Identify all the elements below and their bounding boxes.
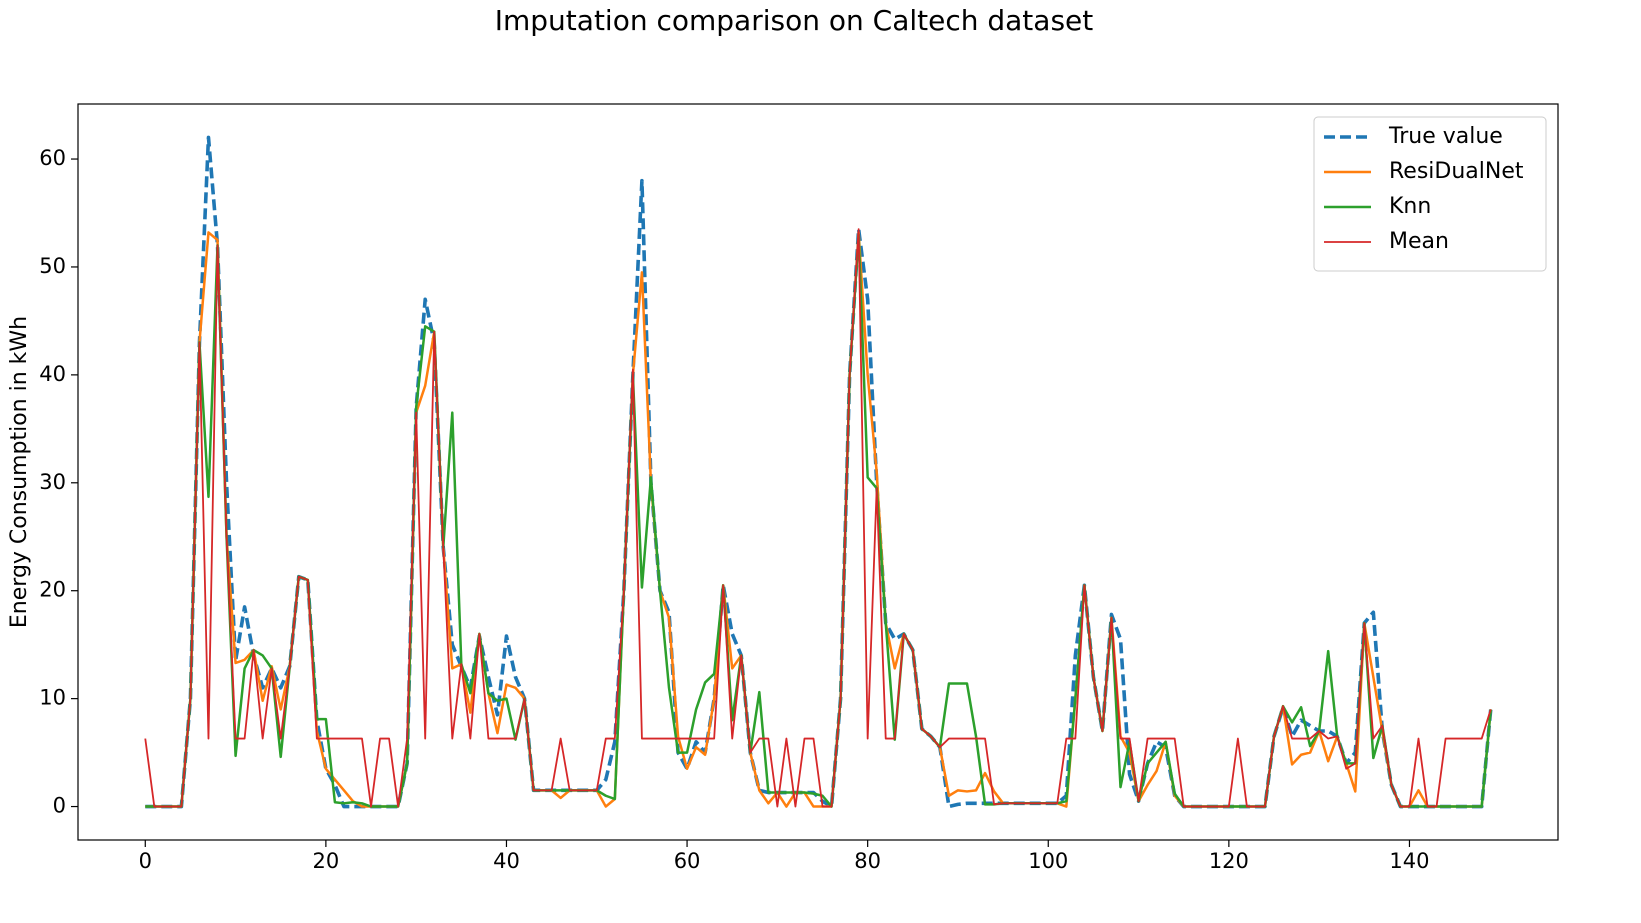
legend-label: Mean bbox=[1389, 229, 1449, 254]
y-axis-label: Energy Consumption in kWh bbox=[7, 316, 32, 628]
series-line bbox=[144, 228, 1492, 808]
chart-title: Imputation comparison on Caltech dataset bbox=[495, 4, 1094, 37]
legend-box bbox=[1313, 116, 1547, 272]
series-line bbox=[145, 231, 1492, 808]
y-tick-label: 20 bbox=[39, 578, 66, 602]
x-tick-label: 20 bbox=[313, 849, 340, 873]
x-tick-label: 100 bbox=[1028, 849, 1068, 873]
x-tick-label: 80 bbox=[854, 849, 881, 873]
plot-frame bbox=[77, 103, 1559, 841]
x-tick-label: 40 bbox=[493, 849, 520, 873]
y-tick-label: 40 bbox=[39, 362, 66, 386]
y-tick-label: 10 bbox=[39, 686, 66, 710]
legend-label: ResiDualNet bbox=[1389, 159, 1524, 184]
legend: True value ResiDualNet Knn Mean bbox=[1313, 116, 1547, 272]
y-tick-label: 50 bbox=[39, 254, 66, 278]
legend-label: True value bbox=[1388, 124, 1503, 149]
x-tick-label: 120 bbox=[1209, 849, 1249, 873]
y-tick-label: 30 bbox=[39, 470, 66, 494]
y-tick-label: 0 bbox=[53, 794, 66, 818]
series-line bbox=[145, 233, 1492, 808]
x-tick-label: 0 bbox=[139, 849, 152, 873]
x-tick-label: 140 bbox=[1389, 849, 1429, 873]
x-tick-label: 60 bbox=[674, 849, 701, 873]
legend-label: Knn bbox=[1389, 194, 1431, 219]
y-tick-label: 60 bbox=[39, 146, 66, 170]
series-line bbox=[145, 135, 1493, 809]
